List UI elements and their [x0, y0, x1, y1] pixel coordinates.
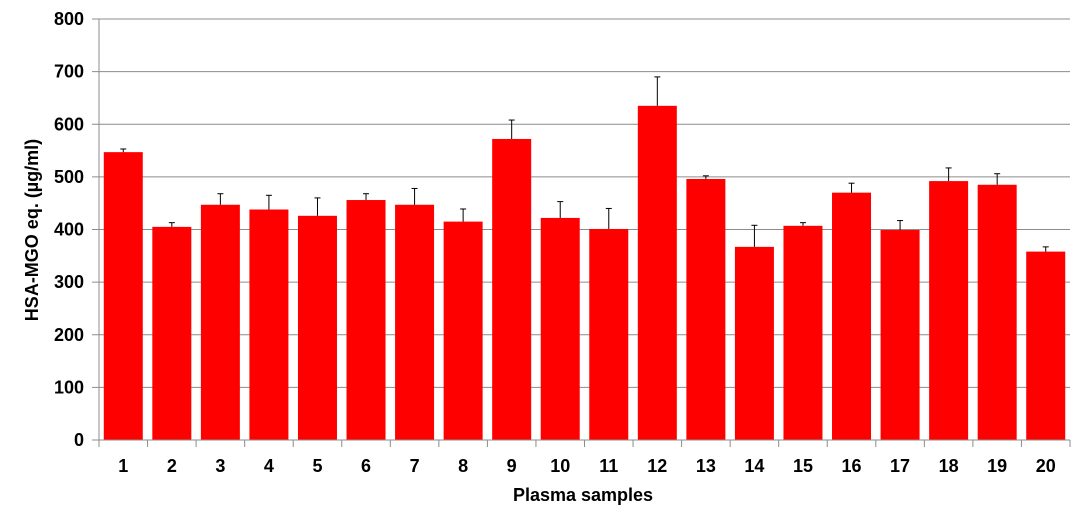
- x-tick-label: 3: [215, 456, 225, 476]
- x-tick-label: 14: [744, 456, 764, 476]
- x-tick-label: 20: [1036, 456, 1056, 476]
- y-tick-label: 200: [54, 325, 84, 345]
- x-tick-label: 17: [890, 456, 910, 476]
- bar-sample-14: [734, 246, 774, 440]
- x-tick-label: 1: [118, 456, 128, 476]
- x-tick-label: 4: [264, 456, 274, 476]
- x-tick-label: 15: [793, 456, 813, 476]
- error-bars: [120, 76, 1049, 252]
- bar-sample-6: [346, 200, 386, 440]
- y-tick-label: 800: [54, 9, 84, 29]
- x-tick-label: 7: [410, 456, 420, 476]
- x-tick-label: 16: [842, 456, 862, 476]
- bar-sample-16: [832, 192, 872, 440]
- y-tick-label: 500: [54, 167, 84, 187]
- x-tick-label: 19: [987, 456, 1007, 476]
- bar-sample-7: [395, 204, 435, 440]
- bar-sample-17: [880, 230, 920, 440]
- bar-sample-5: [297, 215, 337, 440]
- bar-sample-15: [783, 225, 823, 440]
- x-tick-label: 6: [361, 456, 371, 476]
- x-tick-label: 12: [647, 456, 667, 476]
- y-tick-label: 300: [54, 272, 84, 292]
- x-tick-label: 8: [458, 456, 468, 476]
- bar-sample-3: [200, 204, 240, 440]
- bar-sample-19: [977, 184, 1017, 440]
- x-tick-label: 18: [939, 456, 959, 476]
- bar-sample-10: [540, 217, 580, 440]
- bar-sample-18: [929, 181, 969, 440]
- y-tick-label: 400: [54, 220, 84, 240]
- y-tick-labels: 0 100 200 300 400 500 600 700 800: [54, 9, 99, 450]
- bar-sample-9: [492, 138, 532, 441]
- x-tick-label: 13: [696, 456, 716, 476]
- bar-sample-4: [249, 209, 289, 440]
- bars: [103, 105, 1066, 441]
- x-tick-label: 10: [550, 456, 570, 476]
- y-axis-title: HSA-MGO eq. (µg/ml): [22, 139, 42, 321]
- y-tick-label: 700: [54, 62, 84, 82]
- bar-sample-12: [637, 105, 677, 441]
- x-axis-title: Plasma samples: [513, 485, 653, 505]
- x-tick-labels: 1 2 3 4 5 6 7 8 9 10 11 12 13 14 15 16 17 18 19 20: [98, 440, 1071, 476]
- bar-sample-1: [103, 152, 143, 441]
- bar-sample-2: [152, 226, 192, 440]
- bar-sample-20: [1026, 251, 1066, 440]
- bar-sample-13: [686, 178, 726, 441]
- x-tick-label: 2: [167, 456, 177, 476]
- bar-sample-11: [589, 228, 629, 440]
- y-tick-label: 100: [54, 377, 84, 397]
- gridlines: [99, 18, 1070, 388]
- y-tick-label: 600: [54, 114, 84, 134]
- y-tick-label: 0: [74, 430, 84, 450]
- x-tick-label: 11: [599, 456, 618, 476]
- x-tick-label: 5: [312, 456, 322, 476]
- bar-sample-8: [443, 221, 483, 440]
- x-tick-label: 9: [507, 456, 517, 476]
